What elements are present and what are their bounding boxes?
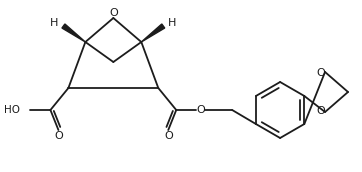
Text: O: O xyxy=(109,8,118,18)
Text: O: O xyxy=(54,131,63,141)
Text: O: O xyxy=(164,131,173,141)
Text: H: H xyxy=(50,18,59,28)
Polygon shape xyxy=(62,24,85,42)
Text: H: H xyxy=(168,18,176,28)
Text: O: O xyxy=(197,105,206,115)
Text: O: O xyxy=(317,68,325,78)
Text: O: O xyxy=(317,106,325,116)
Text: HO: HO xyxy=(4,105,21,115)
Polygon shape xyxy=(141,24,165,42)
